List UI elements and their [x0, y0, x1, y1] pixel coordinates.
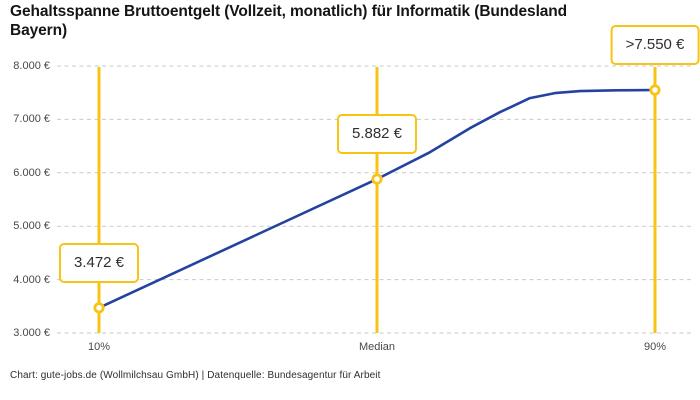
data-point-marker-90%: [649, 84, 661, 96]
salary-curve: [97, 88, 657, 310]
chart-attribution: Chart: gute-jobs.de (Wollmilchsau GmbH) …: [10, 370, 381, 381]
chart-title: Gehaltsspanne Bruttoentgelt (Vollzeit, m…: [10, 3, 568, 40]
data-point-marker-10%: [93, 302, 105, 314]
data-point-marker-Median: [371, 173, 383, 185]
